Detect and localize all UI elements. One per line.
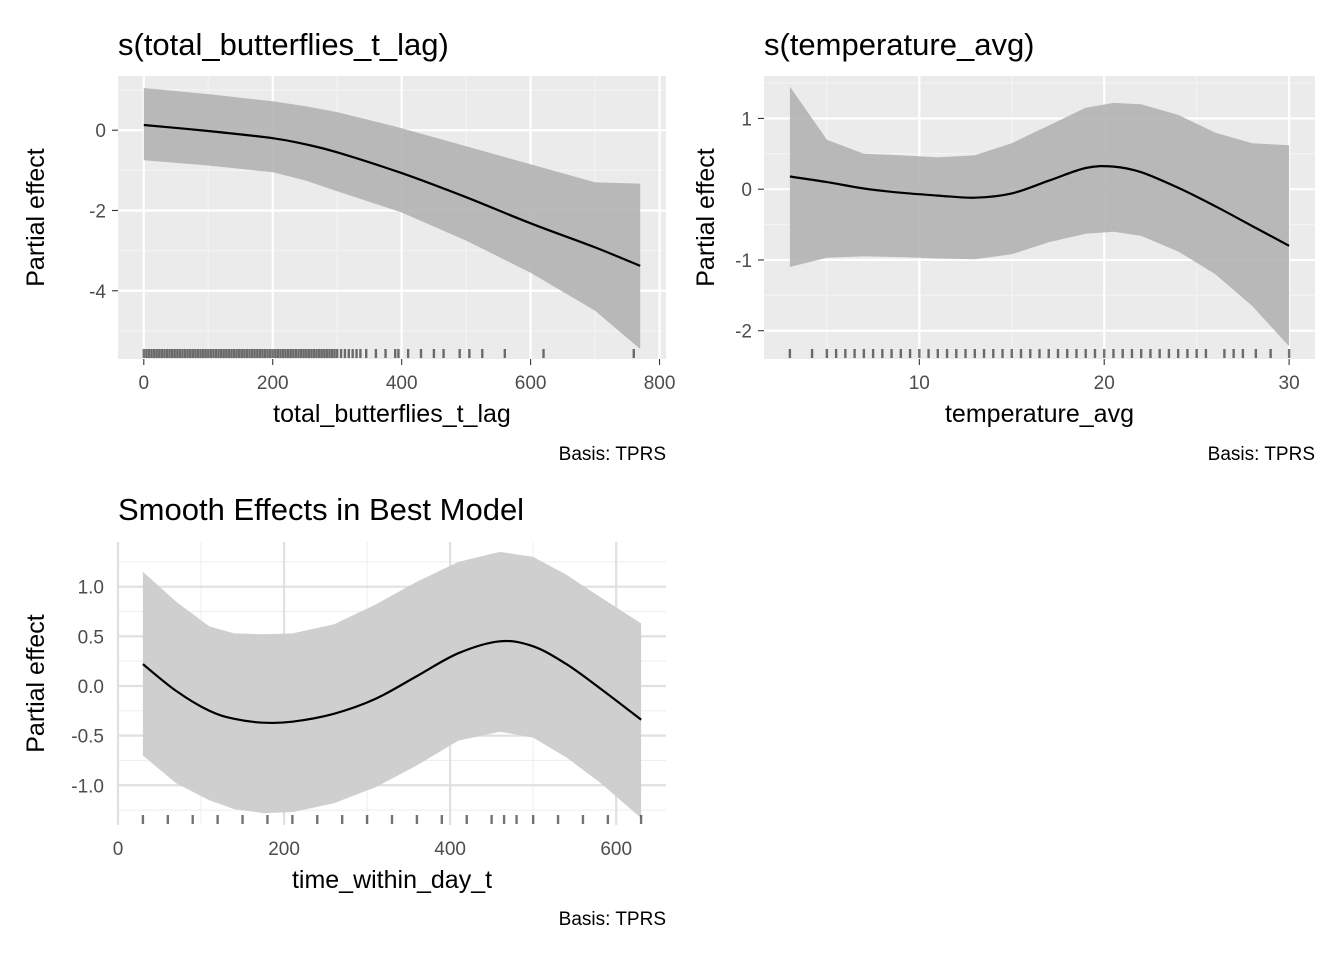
x-tick-label: 400 — [434, 839, 466, 860]
y-tick-label: 1 — [741, 109, 752, 130]
smooth-effect-line — [142, 639, 642, 725]
x-axis-label: time_within_day_t — [292, 866, 492, 894]
y-tick-label: -1 — [735, 251, 752, 272]
chart-panel-3: 0 200 400 600 1.0 0.5 0.0 -0.5 -1.0 Smooth Effect… — [22, 492, 666, 930]
x-tick-label: 20 — [1094, 373, 1115, 394]
chart-title: s(temperature_avg) — [764, 27, 1035, 62]
x-tick-label: 10 — [909, 373, 930, 394]
y-axis-label: Partial effect — [22, 148, 50, 287]
y-tick-label: -0.5 — [71, 727, 104, 748]
x-tick-label: 400 — [386, 373, 418, 394]
x-tick-label: 30 — [1279, 373, 1300, 394]
x-tick-label: 600 — [600, 839, 632, 860]
y-tick-label: -4 — [89, 282, 106, 303]
x-tick-label: 600 — [515, 373, 547, 394]
basis-caption: Basis: TPRS — [559, 444, 666, 465]
basis-caption: Basis: TPRS — [559, 909, 666, 930]
y-tick-label: -2 — [735, 322, 752, 343]
rug — [141, 815, 643, 824]
y-axis-label: Partial effect — [22, 614, 50, 753]
chart-title: Smooth Effects in Best Model — [118, 492, 524, 527]
confidence-band — [789, 86, 1290, 347]
rug — [788, 349, 1291, 358]
confidence-band — [143, 88, 641, 349]
x-tick-label: 200 — [257, 373, 289, 394]
x-tick-label: 800 — [644, 373, 676, 394]
y-axis-label: Partial effect — [692, 148, 720, 287]
x-tick-label: 200 — [268, 839, 300, 860]
x-tick-label: 0 — [113, 839, 124, 860]
x-tick-label: 0 — [138, 373, 149, 394]
y-tick-label: 0.0 — [78, 677, 104, 698]
x-axis-label: total_butterflies_t_lag — [273, 400, 511, 428]
confidence-band — [142, 551, 642, 818]
x-axis-label: temperature_avg — [945, 400, 1134, 428]
chart-title: s(total_butterflies_t_lag) — [118, 27, 449, 62]
smooth-effect-line — [789, 165, 1290, 247]
rug — [142, 349, 635, 358]
y-tick-label: 1.0 — [78, 578, 104, 599]
smooth-effect-line — [143, 123, 641, 267]
chart-panel-2: 10 20 3010-1-2s(temperature_avg)temperatur… — [692, 27, 1315, 465]
basis-caption: Basis: TPRS — [1208, 444, 1315, 465]
y-tick-label: -1.0 — [71, 776, 104, 797]
y-tick-label: 0 — [95, 121, 106, 142]
chart-panel-1: 0 200 400 600 800 0 -2 -4 s(total_butterflies_t_… — [22, 27, 675, 465]
y-tick-label: 0 — [741, 180, 752, 201]
y-tick-label: -2 — [89, 201, 106, 222]
y-tick-label: 0.5 — [78, 627, 104, 648]
